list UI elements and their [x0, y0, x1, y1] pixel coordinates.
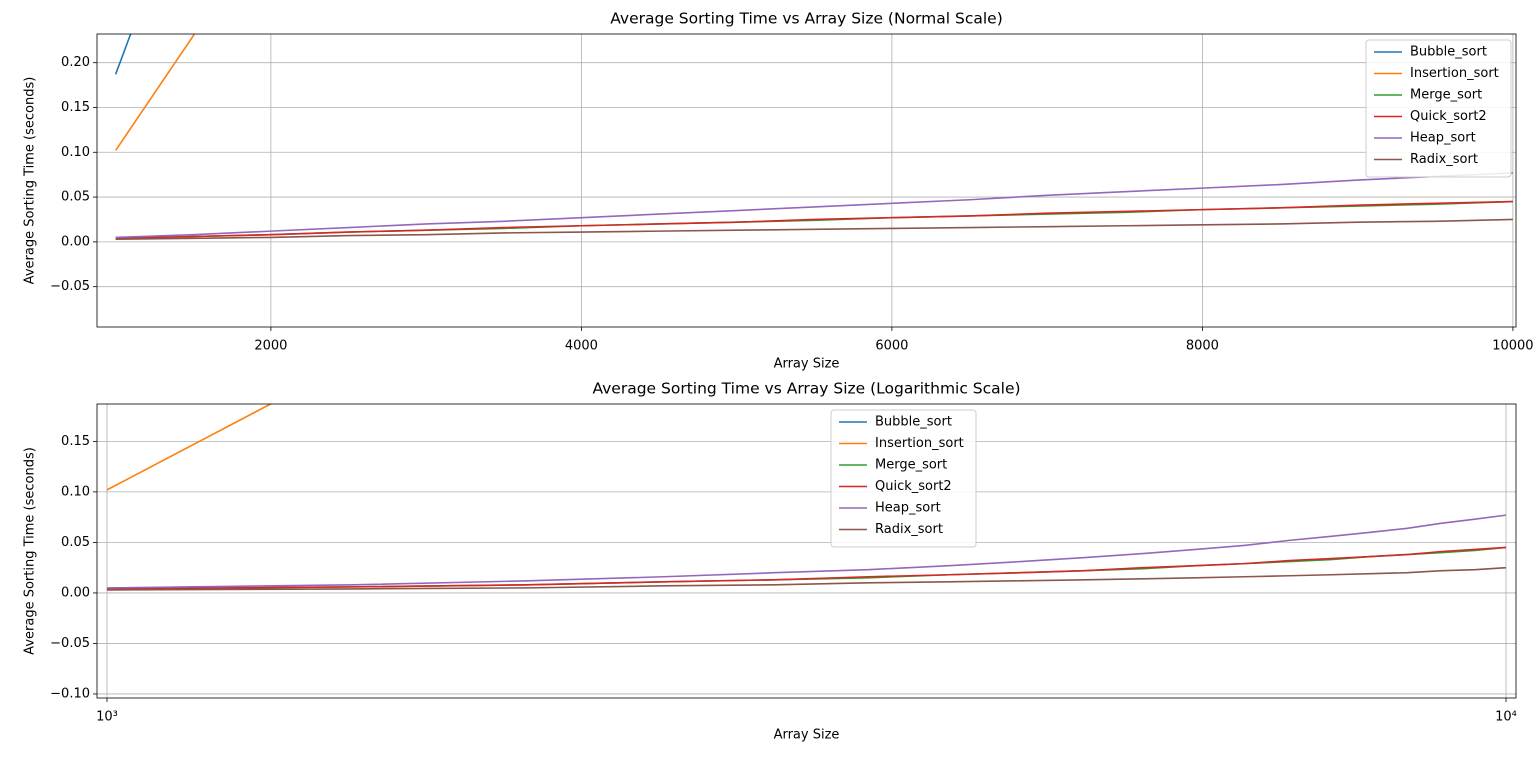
plot-frame: [96, 33, 1517, 328]
x-tick-label: 8000: [1186, 339, 1219, 354]
plot-lines: [114, 34, 1513, 240]
series-line: [106, 546, 1507, 590]
series-line: [106, 546, 1507, 590]
legend-box: [1365, 39, 1512, 178]
series-line: [106, 404, 273, 491]
y-tick-label: 0.20: [61, 55, 90, 70]
y-tick-label: 0.15: [61, 434, 90, 449]
y-tick-label: −0.05: [50, 636, 90, 651]
legend-label: Radix_sort: [1410, 152, 1478, 167]
y-axis-label: Average Sorting Time (seconds): [23, 77, 38, 285]
x-tick-label: 6000: [875, 339, 908, 354]
legend-label: Quick_sort2: [875, 479, 952, 494]
series-line: [115, 172, 1513, 239]
y-tick-label: 0.10: [61, 145, 90, 160]
legend-label: Radix_sort: [875, 522, 943, 537]
x-axis-label: Array Size: [774, 728, 840, 743]
series-line: [106, 404, 109, 405]
legend-label: Quick_sort2: [1410, 109, 1487, 124]
y-axis-label: Average Sorting Time (seconds): [23, 447, 38, 655]
chart-title: Average Sorting Time vs Array Size (Loga…: [592, 380, 1020, 398]
y-tick-label: 0.05: [61, 190, 90, 205]
x-tick-label: 10³: [96, 710, 118, 725]
chart-title: Average Sorting Time vs Array Size (Norm…: [610, 10, 1003, 28]
y-tick-label: 0.15: [61, 100, 90, 115]
x-tick-label: 4000: [565, 339, 598, 354]
y-tick-label: 0.00: [61, 585, 90, 600]
y-tick-label: −0.05: [50, 279, 90, 294]
x-axis-label: Array Size: [774, 357, 840, 372]
y-tick-label: 0.00: [61, 234, 90, 249]
y-tick-label: 0.10: [61, 484, 90, 499]
y-tick-label: −0.10: [50, 686, 90, 701]
x-tick-label: 2000: [254, 339, 287, 354]
legend-label: Insertion_sort: [1410, 66, 1499, 81]
x-tick-label: 10⁴: [1495, 710, 1517, 725]
legend-label: Heap_sort: [875, 501, 941, 516]
x-tick-label: 10000: [1492, 339, 1533, 354]
y-tick-label: 0.05: [61, 535, 90, 550]
series-line: [115, 218, 1513, 240]
legend-label: Insertion_sort: [875, 436, 964, 451]
series-line: [106, 566, 1507, 591]
series-line: [115, 200, 1513, 240]
plot-frame: [96, 403, 1517, 699]
legend-label: Bubble_sort: [875, 415, 952, 430]
legend-box: [830, 409, 977, 548]
plot-lines: [106, 404, 1507, 591]
series-line: [106, 514, 1507, 589]
legend-label: Merge_sort: [1410, 88, 1482, 103]
legend-label: Heap_sort: [1410, 131, 1476, 146]
legend-label: Merge_sort: [875, 458, 947, 473]
legend-label: Bubble_sort: [1410, 45, 1487, 60]
